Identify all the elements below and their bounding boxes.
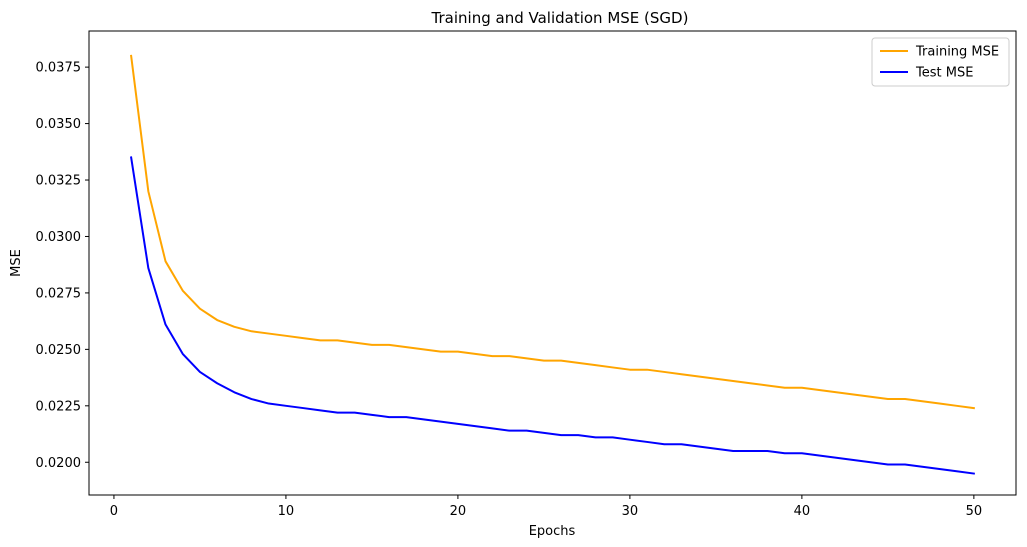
- y-axis-label: MSE: [9, 249, 24, 277]
- x-tick-label: 30: [622, 504, 639, 519]
- x-tick-label: 50: [966, 504, 983, 519]
- y-tick-label: 0.0375: [36, 61, 82, 76]
- x-tick-label: 20: [450, 504, 467, 519]
- y-tick-label: 0.0225: [36, 399, 82, 414]
- y-tick-label: 0.0350: [36, 117, 82, 132]
- plot-area-frame: [88, 30, 1017, 496]
- y-tick-label: 0.0300: [36, 230, 82, 245]
- legend-label-training-mse: Training MSE: [915, 45, 999, 60]
- legend-label-test-mse: Test MSE: [915, 66, 973, 81]
- y-tick-label: 0.0325: [36, 174, 82, 189]
- x-tick-label: 10: [278, 504, 295, 519]
- chart-title: Training and Validation MSE (SGD): [431, 9, 689, 27]
- y-tick-label: 0.0275: [36, 286, 82, 301]
- x-axis-label: Epochs: [529, 524, 576, 539]
- y-tick-label: 0.0200: [36, 456, 82, 471]
- x-tick-label: 0: [110, 504, 118, 519]
- test-mse-line: [129, 156, 975, 475]
- y-tick-label: 0.0250: [36, 343, 82, 358]
- x-tick-label: 40: [794, 504, 811, 519]
- training-mse-line: [130, 54, 975, 410]
- legend: Training MSE Test MSE: [871, 37, 1010, 87]
